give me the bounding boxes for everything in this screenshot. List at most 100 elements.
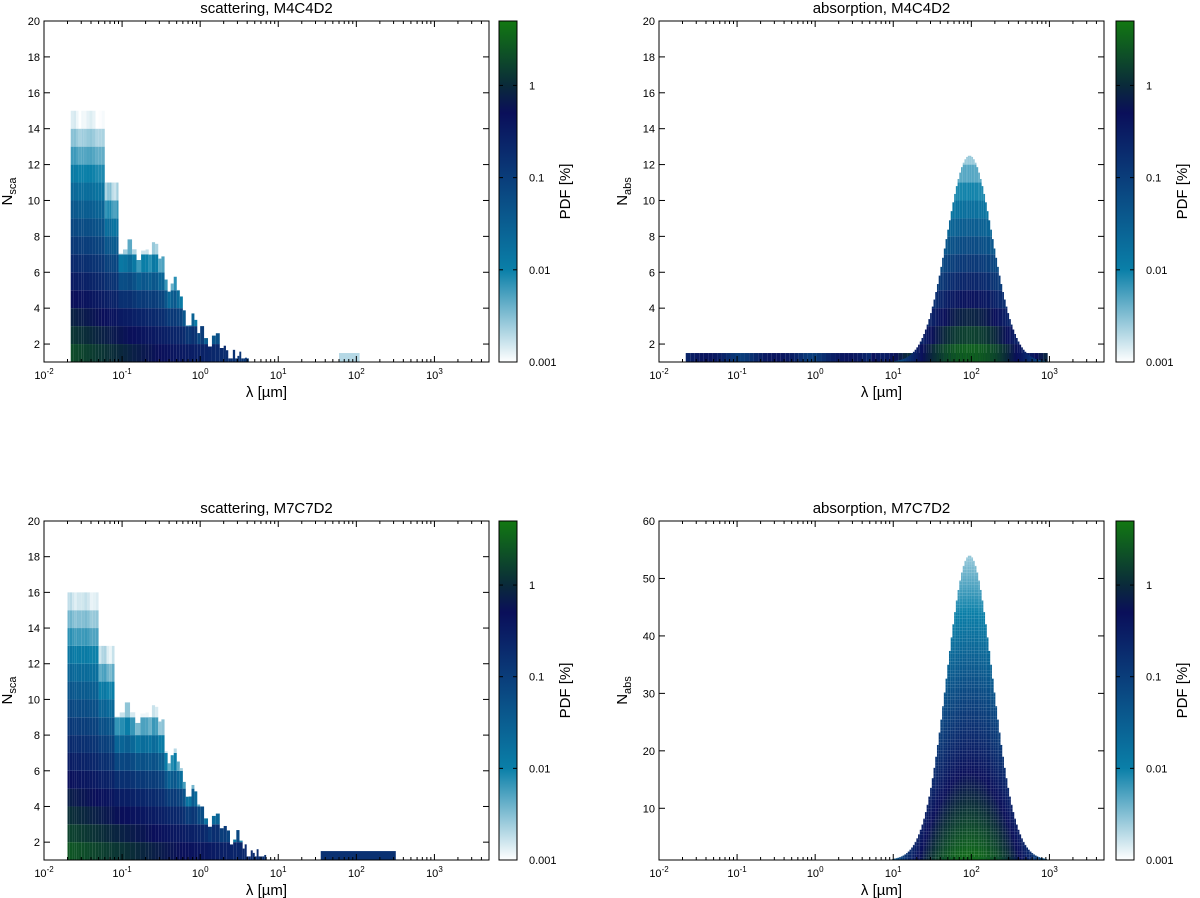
heatmap-cell xyxy=(974,641,977,645)
heatmap-cell xyxy=(983,808,986,812)
heatmap-cell xyxy=(938,770,941,774)
heatmap-cell xyxy=(113,218,117,237)
heatmap-cell xyxy=(959,653,962,657)
heatmap-cell xyxy=(966,759,968,763)
heatmap-cell xyxy=(943,713,946,717)
heatmap-cell xyxy=(976,690,979,694)
heatmap-cell xyxy=(986,656,989,659)
heatmap-cell xyxy=(945,785,948,789)
heatmap-cell xyxy=(67,824,70,843)
heatmap-cell xyxy=(825,353,831,362)
heatmap-cell xyxy=(148,272,152,291)
heatmap-cell xyxy=(948,684,951,688)
heatmap-cell xyxy=(215,813,220,825)
heatmap-cell xyxy=(98,326,102,345)
heatmap-cell xyxy=(907,851,910,855)
heatmap-cell xyxy=(78,254,82,273)
heatmap-cell xyxy=(986,690,989,694)
heatmap-cell xyxy=(87,592,90,611)
heatmap-cell xyxy=(955,848,958,852)
y-tick-label: 12 xyxy=(28,160,40,172)
heatmap-cell xyxy=(959,615,962,619)
heatmap-cell xyxy=(916,838,919,840)
chart-title: absorption, M4C4D2 xyxy=(813,0,951,17)
heatmap-cell xyxy=(176,806,180,825)
heatmap-cell xyxy=(176,308,180,327)
heatmap-cell xyxy=(985,834,987,838)
heatmap-cell xyxy=(164,290,168,309)
heatmap-cell xyxy=(940,854,943,858)
heatmap-cell xyxy=(1014,344,1016,362)
heatmap-cell xyxy=(978,704,980,708)
heatmap-cell xyxy=(976,802,979,806)
heatmap-cell xyxy=(116,326,119,345)
heatmap-cell xyxy=(906,357,908,362)
heatmap-cell xyxy=(990,272,992,291)
heatmap-cell xyxy=(991,802,994,806)
heatmap-cell xyxy=(119,770,125,789)
heatmap-cell xyxy=(930,313,932,327)
heatmap-cell xyxy=(155,706,159,718)
heatmap-cell xyxy=(959,630,962,634)
heatmap-cell xyxy=(983,618,986,622)
heatmap-cell xyxy=(974,633,977,636)
heatmap-cell xyxy=(947,254,949,273)
heatmap-cell xyxy=(983,759,986,763)
heatmap-cell xyxy=(933,828,936,832)
heatmap-cell xyxy=(952,673,955,677)
heatmap-cell xyxy=(979,842,982,846)
heatmap-cell xyxy=(933,779,936,783)
heatmap-cell xyxy=(983,796,986,800)
heatmap-cell xyxy=(974,236,977,255)
heatmap-cell xyxy=(948,667,951,671)
heatmap-cell xyxy=(969,644,972,648)
heatmap-cell xyxy=(971,747,974,751)
heatmap-cell xyxy=(957,656,960,659)
heatmap-cell xyxy=(961,828,963,832)
colorbar-tick-label: 1 xyxy=(1146,80,1152,92)
heatmap-cell xyxy=(976,839,979,843)
heatmap-cell xyxy=(954,825,956,829)
y-axis-label: Nsca xyxy=(0,177,19,206)
heatmap-cell xyxy=(83,344,87,362)
heatmap-cell xyxy=(964,612,967,616)
heatmap-cell xyxy=(976,635,979,639)
heatmap-cell xyxy=(962,624,965,628)
heatmap-cell xyxy=(983,615,986,619)
heatmap-cell xyxy=(986,745,989,748)
heatmap-cell xyxy=(83,110,87,129)
heatmap-cell xyxy=(961,802,963,806)
heatmap-cell xyxy=(954,753,956,757)
heatmap-cell xyxy=(943,839,946,843)
heatmap-cell xyxy=(973,308,975,327)
x-tick-label: 10-1 xyxy=(727,367,747,382)
heatmap-cell xyxy=(945,776,948,780)
heatmap-cell xyxy=(942,710,944,714)
heatmap-cell xyxy=(988,756,991,760)
heatmap-cell xyxy=(990,739,992,743)
heatmap-cell xyxy=(967,773,970,777)
heatmap-cell xyxy=(943,845,946,849)
heatmap-cell xyxy=(961,854,963,858)
heatmap-cell xyxy=(942,750,944,754)
heatmap-cell xyxy=(945,736,948,740)
heatmap-cell xyxy=(923,839,925,843)
heatmap-cell xyxy=(933,854,936,858)
heatmap-cell xyxy=(95,182,99,201)
heatmap-cell xyxy=(954,676,956,680)
heatmap-cell xyxy=(966,756,968,760)
heatmap-cell xyxy=(955,600,958,602)
heatmap-cell xyxy=(966,802,968,806)
heatmap-cell xyxy=(969,641,972,645)
heatmap-cell xyxy=(952,633,955,636)
heatmap-cell xyxy=(986,831,989,835)
heatmap-cell xyxy=(986,802,989,806)
heatmap-cell xyxy=(976,699,979,702)
heatmap-cell xyxy=(971,834,974,838)
heatmap-cell xyxy=(993,308,996,327)
heatmap-cell xyxy=(70,164,74,183)
heatmap-cell xyxy=(973,831,975,835)
heatmap-cell xyxy=(990,707,992,711)
heatmap-cell xyxy=(983,704,986,708)
heatmap-cell xyxy=(948,704,951,708)
